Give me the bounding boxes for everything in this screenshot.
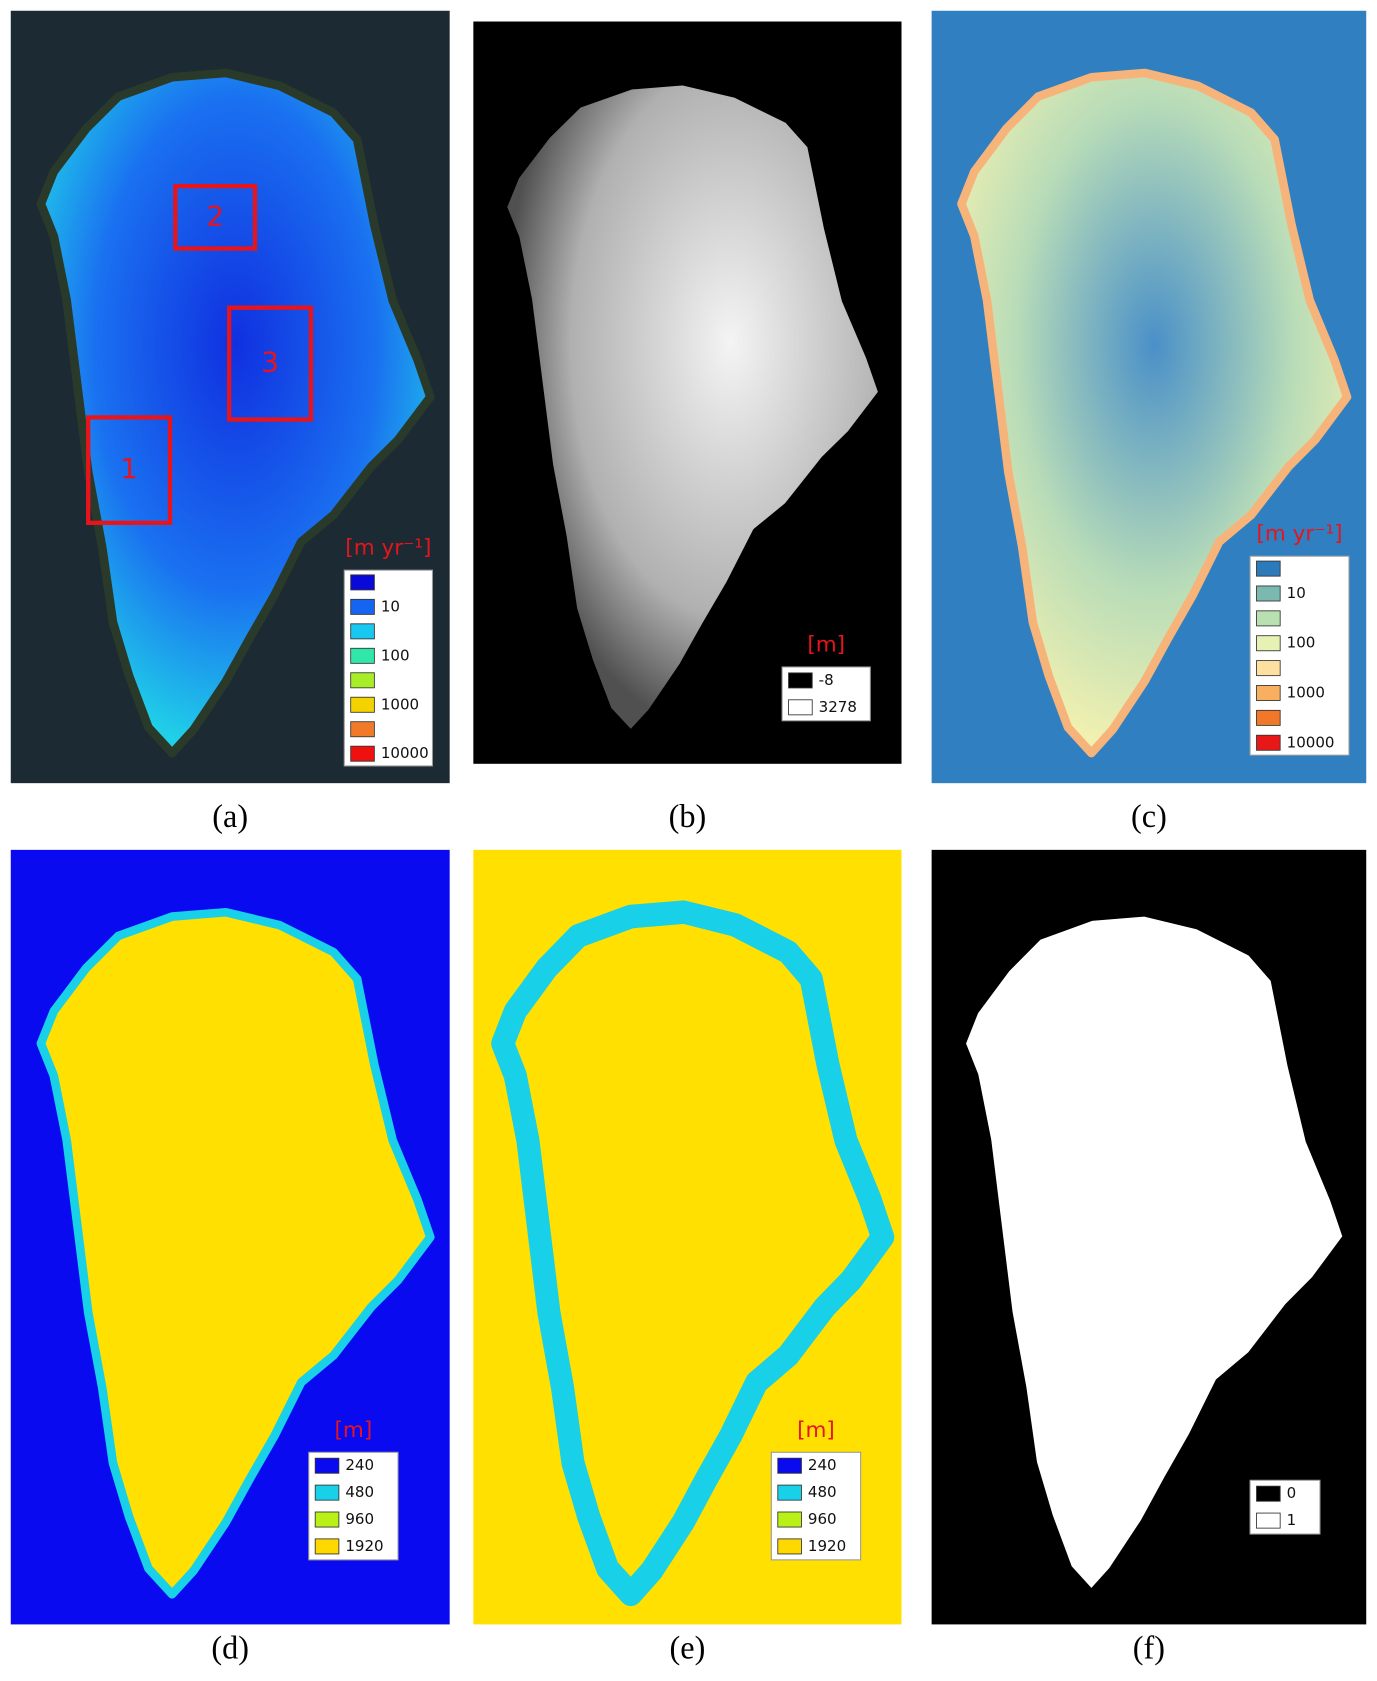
legend-label: 100	[1287, 634, 1316, 652]
legend-swatch	[314, 1484, 340, 1501]
legend-swatch	[1256, 709, 1281, 726]
panel-caption: (d)	[211, 1630, 249, 1666]
legend-swatch	[777, 1511, 802, 1528]
legend-swatch	[1256, 635, 1281, 652]
legend-title: [m]	[335, 1418, 373, 1443]
region-label: 1	[120, 452, 138, 485]
legend-swatch	[777, 1484, 802, 1501]
region-label: 2	[206, 199, 224, 232]
legend-swatch	[350, 574, 375, 591]
panel-caption: (a)	[212, 798, 248, 834]
legend-label: 1920	[345, 1537, 383, 1555]
legend-title: [m yr⁻¹]	[345, 536, 431, 561]
legend-title: [m yr⁻¹]	[1256, 522, 1342, 547]
legend-label: 960	[345, 1510, 374, 1528]
legend-swatch	[1256, 685, 1281, 701]
legend-label: 100	[381, 646, 410, 664]
legend-swatch	[1256, 660, 1281, 677]
legend-swatch	[1256, 585, 1281, 602]
legend-label: 240	[345, 1456, 374, 1474]
legend-swatch	[350, 745, 375, 762]
legend-swatch	[1256, 560, 1281, 577]
map-panel: 0 1 (f)	[931, 849, 1367, 1666]
legend-swatch	[1256, 1485, 1281, 1502]
legend-swatch	[350, 696, 375, 713]
legend-swatch	[314, 1538, 340, 1555]
region-box	[86, 415, 173, 525]
region-box	[226, 305, 314, 422]
legend-swatch	[350, 672, 375, 689]
region-label: 3	[261, 346, 279, 379]
panel-caption: (f)	[1133, 1630, 1165, 1666]
map-panel: [m] 240 480 960 1920 (d)	[10, 849, 450, 1666]
legend-label: 10000	[381, 744, 429, 762]
legend-swatch	[314, 1457, 340, 1474]
map-panel: [m] 240 480 960 1920 (e)	[473, 849, 902, 1666]
legend-title: [m]	[807, 632, 845, 657]
panel-caption: (e)	[670, 1630, 706, 1666]
map-panel: [m] -8 3278 (b)	[473, 21, 902, 834]
legend-swatch	[314, 1511, 340, 1528]
legend-label: -8	[819, 671, 834, 689]
legend-swatch	[350, 721, 375, 738]
region-box	[173, 183, 258, 251]
legend-label: 960	[808, 1510, 837, 1528]
legend-label: 1920	[808, 1537, 846, 1555]
legend-swatch	[1256, 734, 1281, 751]
legend-swatch	[1256, 1512, 1281, 1529]
legend-label: 10	[381, 597, 400, 615]
panel-caption: (b)	[669, 798, 707, 834]
legend-title: [m]	[797, 1418, 835, 1443]
legend-label: 3278	[819, 698, 857, 716]
legend-swatch	[350, 647, 375, 664]
legend-swatch	[1256, 610, 1281, 627]
legend-label: 480	[345, 1483, 374, 1501]
legend-swatch	[788, 699, 813, 716]
legend-swatch	[777, 1457, 802, 1474]
map-panel: 2 3 1 [m yr⁻¹] 10 100 1000 10000 (a)	[10, 10, 450, 834]
legend-label: 10	[1287, 584, 1306, 602]
panel-caption: (c)	[1131, 798, 1167, 834]
legend-label: 1000	[1287, 683, 1325, 701]
legend-swatch	[350, 623, 375, 640]
legend-label: 10000	[1287, 733, 1335, 751]
legend-swatch	[350, 598, 375, 615]
legend-label: 1000	[381, 695, 419, 713]
legend-label: 240	[808, 1456, 837, 1474]
map-panel: [m yr⁻¹] 10 100 1000 10000 (c)	[931, 10, 1367, 834]
legend-swatch	[777, 1538, 802, 1555]
legend-label: 1	[1287, 1511, 1297, 1529]
legend-swatch	[788, 672, 813, 689]
legend-label: 480	[808, 1483, 837, 1501]
legend-label: 0	[1287, 1484, 1297, 1502]
